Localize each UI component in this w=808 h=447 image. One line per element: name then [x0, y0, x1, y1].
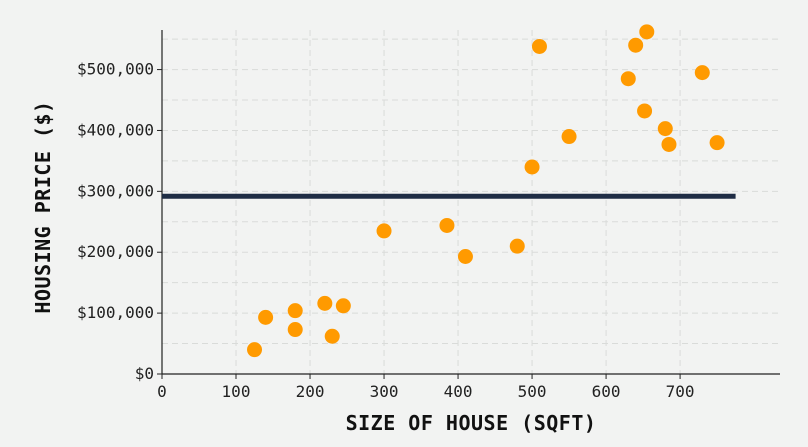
data-point: [258, 309, 274, 325]
data-point: [524, 159, 540, 175]
data-point: [709, 135, 725, 151]
y-tick-label: $300,000: [77, 181, 154, 200]
y-tick-label: $200,000: [77, 242, 154, 261]
data-point: [694, 65, 710, 81]
x-tick-label: 400: [444, 382, 473, 401]
x-axis-title: SIZE OF HOUSE (SQFT): [346, 411, 597, 435]
data-point: [661, 136, 677, 152]
data-point: [317, 295, 333, 311]
data-point: [287, 303, 303, 319]
x-tick-label: 200: [296, 382, 325, 401]
x-tick-label: 700: [666, 382, 695, 401]
data-point: [628, 37, 644, 53]
data-points: [247, 24, 725, 358]
y-tick-label: $400,000: [77, 120, 154, 139]
tick-labels: 0 100 200 300 400 500 600 700 $0 $100,000 $200,000…: [77, 60, 695, 401]
data-point: [639, 24, 655, 40]
axes: [157, 30, 780, 379]
data-point: [657, 121, 673, 137]
data-point: [637, 103, 653, 119]
grid: [162, 30, 780, 374]
y-tick-label: $0: [135, 364, 154, 383]
data-point: [335, 298, 351, 314]
data-point: [561, 129, 577, 145]
x-tick-label: 500: [518, 382, 547, 401]
data-point: [247, 342, 263, 358]
y-tick-label: $500,000: [77, 60, 154, 79]
data-point: [531, 38, 547, 54]
data-point: [376, 223, 392, 239]
x-tick-label: 300: [370, 382, 399, 401]
y-tick-label: $100,000: [77, 303, 154, 322]
y-axis-title: HOUSING PRICE ($): [31, 100, 55, 313]
data-point: [509, 238, 525, 254]
data-point: [620, 71, 636, 87]
data-point: [324, 328, 340, 344]
data-point: [439, 217, 455, 233]
x-tick-label: 100: [222, 382, 251, 401]
x-tick-label: 0: [157, 382, 167, 401]
data-point: [287, 322, 303, 338]
data-point: [457, 248, 473, 264]
x-tick-label: 600: [592, 382, 621, 401]
